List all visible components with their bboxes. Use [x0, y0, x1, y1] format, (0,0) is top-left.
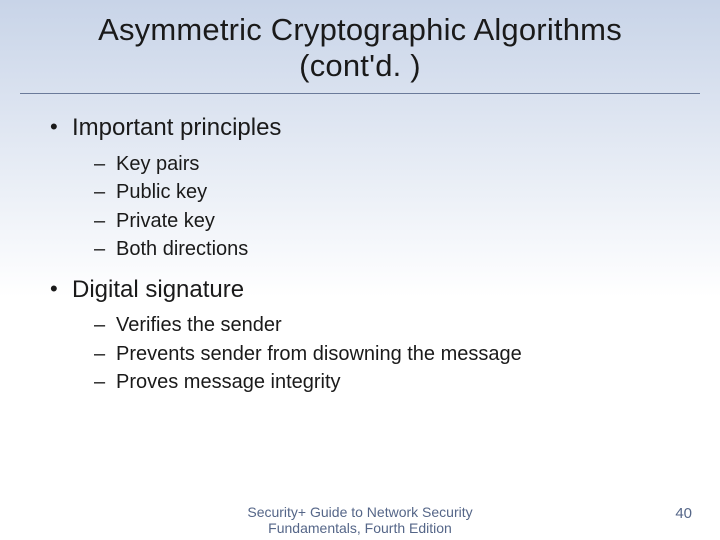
bullet-text: Proves message integrity [116, 371, 341, 393]
list-item: Private key [92, 207, 700, 235]
list-item: Verifies the sender [92, 311, 700, 339]
page-number: 40 [675, 505, 692, 522]
bullet-text: Digital signature [72, 276, 244, 303]
list-item: Important principles Key pairs Public ke… [46, 112, 700, 263]
slide-content: Important principles Key pairs Public ke… [0, 112, 720, 396]
bullet-text: Key pairs [116, 153, 199, 175]
bullet-text: Private key [116, 210, 215, 232]
bullet-text: Both directions [116, 238, 248, 260]
list-item: Proves message integrity [92, 368, 700, 396]
list-item: Key pairs [92, 150, 700, 178]
bullet-list-level1: Important principles Key pairs Public ke… [46, 112, 700, 396]
bullet-text: Important principles [72, 114, 281, 141]
list-item: Prevents sender from disowning the messa… [92, 340, 700, 368]
list-item: Both directions [92, 235, 700, 263]
slide-title: Asymmetric Cryptographic Algorithms (con… [0, 12, 720, 93]
bullet-text: Public key [116, 181, 207, 203]
title-underline [20, 93, 700, 94]
list-item: Public key [92, 178, 700, 206]
slide: Asymmetric Cryptographic Algorithms (con… [0, 0, 720, 540]
list-item: Digital signature Verifies the sender Pr… [46, 274, 700, 397]
bullet-list-level2: Key pairs Public key Private key Both di… [72, 150, 700, 264]
title-line-2: (cont'd. ) [299, 48, 421, 83]
bullet-text: Verifies the sender [116, 314, 282, 336]
footer-text: Security+ Guide to Network Security Fund… [220, 504, 500, 536]
title-line-1: Asymmetric Cryptographic Algorithms [98, 12, 622, 47]
bullet-text: Prevents sender from disowning the messa… [116, 343, 522, 365]
bullet-list-level2: Verifies the sender Prevents sender from… [72, 311, 700, 396]
